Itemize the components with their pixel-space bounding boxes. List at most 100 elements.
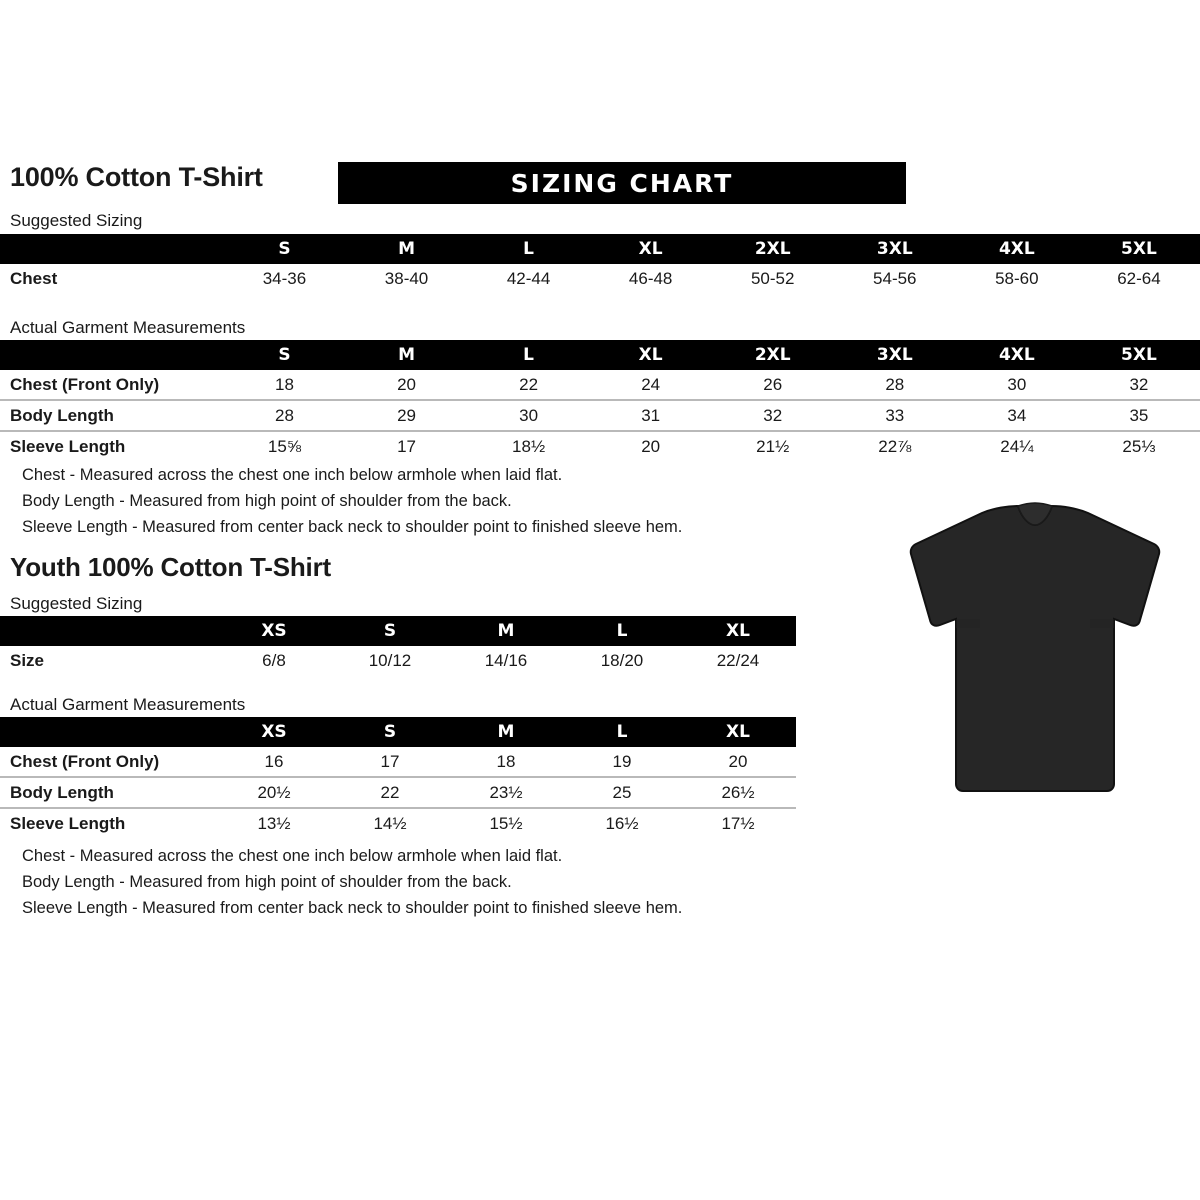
cell-chest-l: 42-44 <box>506 268 551 288</box>
note-chest: Chest - Measured across the chest one in… <box>22 466 563 484</box>
table-row: Body Length 20½ 22 23½ 25 26½ <box>0 777 796 809</box>
table-row: Chest (Front Only) 16 17 18 19 20 <box>0 747 796 778</box>
column-header-s: S <box>383 722 397 742</box>
cell-body-length-s: 28 <box>223 400 346 432</box>
cell-chest-2xl: 50-52 <box>750 268 795 288</box>
cell-chest-front-l: 22 <box>467 370 590 401</box>
cell-chest-front-xl: 24 <box>589 370 712 401</box>
cell-body-length-l: 25 <box>564 777 680 809</box>
cell-chest-front-xl: 20 <box>680 747 796 778</box>
column-header-m: M <box>497 722 515 742</box>
note-sleeve-length: Sleeve Length - Measured from center bac… <box>22 899 683 917</box>
column-header-s: S <box>383 621 397 641</box>
cell-sleeve-length-s: 15⅝ <box>267 436 302 456</box>
tshirt-icon <box>909 502 1161 792</box>
table-row: Size 6/8 10/12 14/16 18/20 22/24 <box>0 646 796 675</box>
cell-sleeve-length-5xl: 25⅓ <box>1122 436 1156 456</box>
column-header-s: S <box>278 345 291 365</box>
column-header-l: L <box>616 621 628 641</box>
cell-body-length-xl: 31 <box>589 400 712 432</box>
youth-suggested-caption: Suggested Sizing <box>10 594 143 613</box>
column-header-s: S <box>278 239 291 259</box>
row-label-body-length: Body Length <box>0 777 216 809</box>
adult-title-row: 100% Cotton T-Shirt <box>0 162 1200 210</box>
adult-actual-measurements-table: S M L XL 2XL 3XL 4XL 5XL Chest (Front On… <box>0 340 1200 461</box>
cell-chest-front-2xl: 26 <box>711 370 834 401</box>
adult-actual-caption: Actual Garment Measurements <box>10 318 246 337</box>
table-header-row: XS S M L XL <box>0 616 796 646</box>
product-image-tshirt <box>890 478 1180 806</box>
cell-chest-front-5xl: 32 <box>1077 370 1200 401</box>
column-header-l: L <box>523 239 535 259</box>
cell-size-m: 14/16 <box>484 650 528 670</box>
note-body-length: Body Length - Measured from high point o… <box>22 492 512 510</box>
cell-chest-front-3xl: 28 <box>833 370 956 401</box>
cell-chest-m: 38-40 <box>384 268 429 288</box>
column-header-xl: XL <box>638 239 663 259</box>
column-header-4xl: 4XL <box>998 239 1035 259</box>
cell-sleeve-length-xl: 20 <box>641 436 661 456</box>
table-row: Chest (Front Only) 18 20 22 24 26 28 30 … <box>0 370 1200 401</box>
cell-body-length-3xl: 33 <box>833 400 956 432</box>
youth-measurement-notes: Chest - Measured across the chest one in… <box>22 843 682 921</box>
column-header-xs: XS <box>261 621 287 641</box>
cell-chest-3xl: 54-56 <box>873 268 917 288</box>
column-header-5xl: 5XL <box>1121 345 1157 365</box>
cell-sleeve-length-l: 16½ <box>605 813 639 833</box>
cell-sleeve-length-m: 17 <box>397 436 416 456</box>
youth-actual-measurements-table: XS S M L XL Chest (Front Only) 16 17 18 … <box>0 717 796 838</box>
column-header-xl: XL <box>726 722 750 742</box>
table-row: Body Length 28 29 30 31 32 33 34 35 <box>0 400 1200 432</box>
column-header-3xl: 3XL <box>876 239 913 259</box>
row-label-sleeve-length: Sleeve Length <box>10 436 126 456</box>
cell-body-length-5xl: 35 <box>1077 400 1200 432</box>
cell-chest-front-s: 17 <box>332 747 448 778</box>
column-header-4xl: 4XL <box>998 345 1035 365</box>
adult-suggested-sizing-table: S M L XL 2XL 3XL 4XL 5XL Chest 34-36 38-… <box>0 234 1200 293</box>
cell-body-length-m: 29 <box>345 400 468 432</box>
cell-body-length-l: 30 <box>467 400 590 432</box>
sizing-chart-banner-label: SIZING CHART <box>510 169 734 198</box>
column-header-m: M <box>398 239 415 259</box>
cell-sleeve-length-xs: 13½ <box>257 813 291 833</box>
row-label-chest-front-only: Chest (Front Only) <box>0 747 216 778</box>
row-label-body-length: Body Length <box>0 400 224 432</box>
column-header-xl: XL <box>726 621 750 641</box>
column-header-rowlabel <box>0 234 223 264</box>
cell-sleeve-length-4xl: 24¼ <box>1000 436 1034 456</box>
cell-chest-front-l: 19 <box>564 747 680 778</box>
column-header-m: M <box>398 345 415 365</box>
cell-chest-front-4xl: 30 <box>955 370 1078 401</box>
cell-sleeve-length-m: 15½ <box>489 813 523 833</box>
adult-measurement-notes: Chest - Measured across the chest one in… <box>22 462 682 540</box>
note-sleeve-length: Sleeve Length - Measured from center bac… <box>22 518 683 536</box>
table-header-row: XS S M L XL <box>0 717 796 747</box>
cell-chest-front-xs: 16 <box>216 747 332 778</box>
column-header-m: M <box>497 621 515 641</box>
adult-section-title: 100% Cotton T-Shirt <box>10 162 263 192</box>
column-header-l: L <box>616 722 628 742</box>
cell-size-xl: 22/24 <box>716 650 760 670</box>
cell-chest-front-m: 18 <box>448 747 564 778</box>
cell-size-l: 18/20 <box>600 650 644 670</box>
cell-chest-front-m: 20 <box>345 370 468 401</box>
column-header-xs: XS <box>261 722 287 742</box>
youth-suggested-sizing-table: XS S M L XL Size 6/8 10/12 14/16 18/20 2… <box>0 616 796 675</box>
column-header-rowlabel <box>0 717 216 747</box>
adult-suggested-caption: Suggested Sizing <box>10 211 143 230</box>
cell-chest-s: 34-36 <box>262 268 307 288</box>
column-header-xl: XL <box>638 345 663 365</box>
row-label-size: Size <box>10 650 45 670</box>
sizing-chart-banner: SIZING CHART <box>338 162 906 204</box>
row-label-chest-front-only: Chest (Front Only) <box>0 370 224 401</box>
cell-body-length-m: 23½ <box>448 777 564 809</box>
youth-section-title: Youth 100% Cotton T-Shirt <box>10 552 331 582</box>
column-header-5xl: 5XL <box>1121 239 1157 259</box>
table-row: Sleeve Length 15⅝ 17 18½ 20 21½ 22⅞ 24¼ … <box>0 431 1200 461</box>
youth-actual-caption: Actual Garment Measurements <box>10 695 246 714</box>
cell-sleeve-length-l: 18½ <box>512 436 546 456</box>
note-body-length: Body Length - Measured from high point o… <box>22 873 512 891</box>
column-header-rowlabel <box>0 616 216 646</box>
cell-body-length-s: 22 <box>332 777 448 809</box>
cell-body-length-4xl: 34 <box>955 400 1078 432</box>
